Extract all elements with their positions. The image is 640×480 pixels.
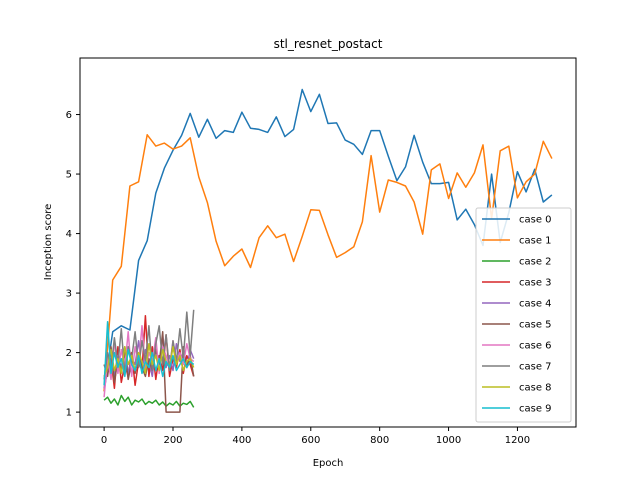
y-tick-label: 1: [66, 408, 72, 419]
y-tick-label: 2: [66, 348, 72, 359]
legend-label: case 8: [519, 383, 552, 394]
chart-title: stl_resnet_postact: [274, 37, 383, 51]
y-tick-label: 4: [66, 229, 72, 240]
series-line-1: [103, 134, 553, 392]
y-axis-label: Inception score: [43, 204, 54, 281]
legend-label: case 0: [519, 215, 552, 226]
y-tick-label: 3: [66, 289, 72, 300]
x-tick-label: 600: [301, 435, 320, 446]
series-line-7: [103, 309, 195, 380]
x-axis-label: Epoch: [313, 458, 344, 469]
legend-label: case 7: [519, 362, 552, 373]
x-tick-label: 800: [370, 435, 389, 446]
x-tick-label: 1200: [505, 435, 530, 446]
legend-label: case 3: [519, 278, 552, 289]
legend-label: case 4: [519, 299, 552, 310]
y-tick-label: 5: [66, 170, 72, 181]
series-line-9: [103, 320, 195, 386]
x-tick-label: 400: [232, 435, 251, 446]
legend-label: case 6: [519, 341, 552, 352]
legend-label: case 1: [519, 236, 552, 247]
y-axis-ticks: 1 2 3 4 5 6: [66, 110, 80, 419]
x-tick-label: 1000: [436, 435, 461, 446]
x-tick-label: 0: [101, 435, 107, 446]
legend: case 0 case 1 case 2 case 3 case 4 case 5 case…: [475, 207, 572, 423]
legend-label: case 9: [519, 404, 552, 415]
x-tick-label: 200: [163, 435, 182, 446]
plot-frame: [79, 57, 577, 428]
x-axis-ticks: 0 200 400 600 800 1000 1200: [101, 427, 530, 446]
y-tick-label: 6: [66, 110, 72, 121]
legend-label: case 2: [519, 257, 552, 268]
legend-label: case 5: [519, 320, 552, 331]
series-line-2: [103, 394, 195, 408]
